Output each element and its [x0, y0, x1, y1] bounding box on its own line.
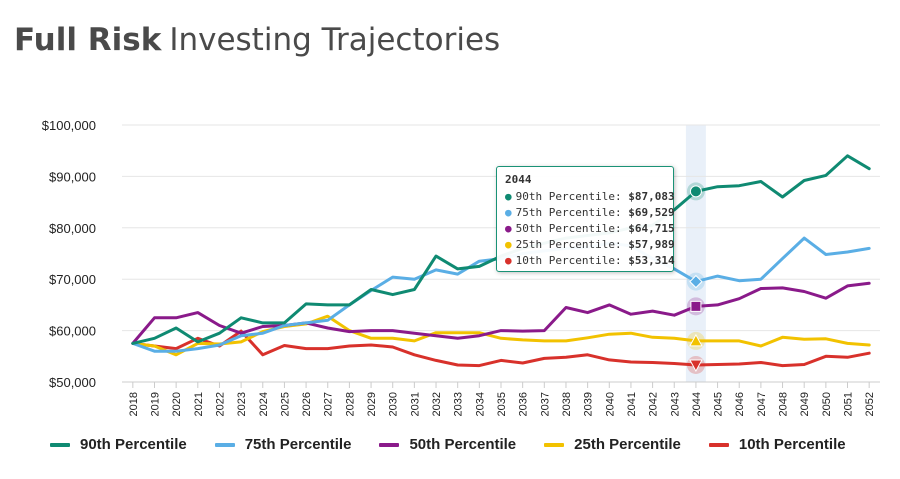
tooltip-row: ● 50th Percentile: $64,715 — [505, 221, 675, 237]
x-tick-label: 2022 — [214, 392, 226, 416]
page-title-light: Investing Trajectories — [169, 22, 501, 58]
x-tick-label: 2043 — [669, 392, 681, 416]
x-tick-label: 2041 — [626, 392, 638, 416]
tooltip-year: 2044 — [505, 173, 532, 186]
x-tick-label: 2029 — [366, 392, 378, 416]
x-tick-label: 2024 — [258, 392, 270, 416]
series-line-10th-percentile — [131, 329, 871, 368]
legend-item-25th-percentile[interactable]: 25th Percentile — [544, 436, 681, 453]
legend-item-10th-percentile[interactable]: 10th Percentile — [708, 436, 846, 453]
tooltip-dot-icon: ● — [505, 238, 512, 251]
tooltip-label: 90th Percentile: — [515, 190, 629, 203]
tooltip-row: ● 75th Percentile: $69,529 — [505, 205, 675, 221]
y-tick-label: $100,000 — [42, 118, 96, 133]
x-tick-label: 2042 — [648, 392, 660, 416]
tooltip-label: 75th Percentile: — [515, 206, 629, 219]
series-line-50th-percentile — [131, 281, 871, 345]
tooltip-value: $87,083 — [628, 190, 675, 203]
legend-swatch — [379, 442, 400, 447]
tooltip-row: ● 25th Percentile: $57,989 — [505, 237, 675, 253]
x-tick-label: 2046 — [734, 392, 746, 416]
legend-swatch — [708, 442, 729, 447]
x-tick-label: 2040 — [604, 392, 616, 416]
legend-item-50th-percentile[interactable]: 50th Percentile — [379, 436, 516, 453]
point-marker-75th-percentile — [689, 274, 703, 289]
point-marker-50th-percentile — [690, 300, 702, 312]
tooltip-dot-icon: ● — [505, 254, 512, 267]
y-tick-label: $70,000 — [49, 272, 96, 287]
tooltip-dot-icon: ● — [505, 222, 512, 235]
tooltip-value: $69,529 — [628, 206, 675, 219]
tooltip-label: 25th Percentile: — [515, 238, 629, 251]
point-marker-25th-percentile — [689, 333, 703, 347]
x-tick-label: 2032 — [431, 392, 443, 416]
x-tick-label: 2031 — [409, 392, 421, 416]
x-tick-label: 2044 — [691, 392, 703, 416]
tooltip-dot-icon: ● — [505, 206, 512, 219]
y-tick-label: $50,000 — [49, 375, 96, 390]
legend-item-90th-percentile[interactable]: 90th Percentile — [50, 436, 187, 453]
x-tick-label: 2028 — [344, 392, 356, 416]
legend-label: 10th Percentile — [738, 436, 846, 453]
chart-tooltip: 2044 ● 90th Percentile: $87,083 ● 75th Perc… — [496, 166, 675, 272]
x-tick-label: 2038 — [561, 392, 573, 416]
x-tick-label: 2018 — [128, 392, 140, 416]
legend-item-75th-percentile[interactable]: 75th Percentile — [214, 436, 352, 453]
tooltip-dot-icon: ● — [505, 190, 512, 203]
x-tick-label: 2030 — [388, 392, 400, 416]
legend-label: 50th Percentile — [409, 436, 517, 453]
tooltip-value: $53,314 — [628, 254, 675, 267]
x-tick-label: 2051 — [843, 392, 855, 416]
legend-swatch — [214, 442, 235, 447]
x-tick-label: 2020 — [171, 392, 183, 416]
x-tick-label: 2037 — [539, 392, 551, 416]
x-tick-label: 2021 — [193, 392, 205, 416]
legend-swatch — [50, 442, 70, 447]
tooltip-label: 50th Percentile: — [515, 222, 629, 235]
x-tick-label: 2027 — [323, 392, 335, 416]
x-tick-label: 2034 — [474, 392, 486, 416]
tooltip-value: $57,989 — [628, 238, 675, 251]
y-tick-label: $80,000 — [49, 221, 96, 236]
legend-label: 90th Percentile — [80, 436, 187, 453]
chart-legend: 90th Percentile 75th Percentile 50th Perce… — [50, 436, 874, 453]
legend-label: 75th Percentile — [244, 436, 352, 453]
page-title-strong: Full Risk — [14, 22, 162, 58]
x-tick-label: 2033 — [453, 392, 465, 416]
x-tick-label: 2045 — [713, 392, 725, 416]
x-tick-label: 2039 — [583, 392, 595, 416]
x-tick-label: 2050 — [821, 392, 833, 416]
x-tick-label: 2049 — [799, 392, 811, 416]
x-tick-label: 2052 — [864, 392, 876, 416]
tooltip-row: ● 90th Percentile: $87,083 — [505, 189, 675, 205]
x-tick-label: 2019 — [149, 392, 161, 416]
x-tick-label: 2023 — [236, 392, 248, 416]
legend-swatch — [544, 442, 565, 447]
x-tick-label: 2035 — [496, 392, 508, 416]
tooltip-value: $64,715 — [628, 222, 675, 235]
legend-label: 25th Percentile — [574, 436, 681, 453]
x-tick-label: 2036 — [518, 392, 530, 416]
x-tick-label: 2047 — [756, 392, 768, 416]
page-title: Full Risk Investing Trajectories — [14, 22, 500, 58]
x-tick-label: 2026 — [301, 392, 313, 416]
point-marker-90th-percentile — [689, 185, 702, 198]
y-tick-label: $90,000 — [49, 169, 96, 184]
x-tick-label: 2048 — [778, 392, 790, 416]
tooltip-label: 10th Percentile: — [515, 254, 629, 267]
point-marker-10th-percentile — [689, 359, 703, 373]
y-tick-label: $60,000 — [49, 324, 96, 339]
tooltip-row: ● 10th Percentile: $53,314 — [505, 253, 675, 269]
x-tick-label: 2025 — [279, 392, 291, 416]
